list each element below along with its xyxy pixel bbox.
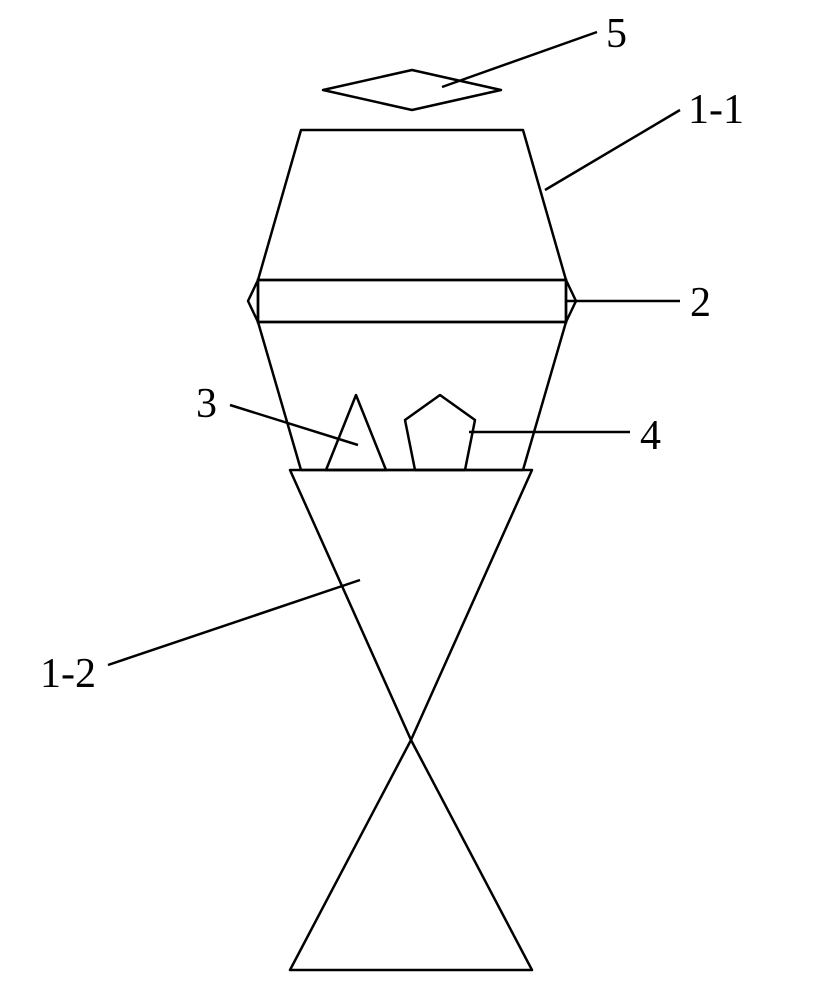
hexagon-left-tip <box>248 280 258 322</box>
small-pentagon <box>405 395 475 470</box>
label-2: 2 <box>690 279 711 327</box>
leader-line-3 <box>230 405 358 445</box>
label-1-2: 1-2 <box>40 650 96 698</box>
label-1-1: 1-1 <box>688 86 744 134</box>
leader-line-5 <box>442 32 597 87</box>
label-4: 4 <box>640 412 661 460</box>
leader-line-1-2 <box>108 580 360 665</box>
hourglass-bottom-triangle <box>290 740 532 970</box>
leader-lines-group <box>108 32 680 665</box>
leader-line-1-1 <box>545 110 680 190</box>
small-triangle <box>326 395 386 470</box>
hourglass-top-triangle <box>290 470 532 740</box>
label-3: 3 <box>196 380 217 428</box>
hexagon-lower <box>258 322 566 470</box>
middle-band <box>258 280 566 322</box>
shapes-group <box>248 70 576 970</box>
diagram-svg <box>0 0 824 1000</box>
label-5: 5 <box>606 10 627 58</box>
hexagon-upper <box>258 130 566 280</box>
technical-diagram: 5 1-1 2 4 3 1-2 <box>0 0 824 1000</box>
